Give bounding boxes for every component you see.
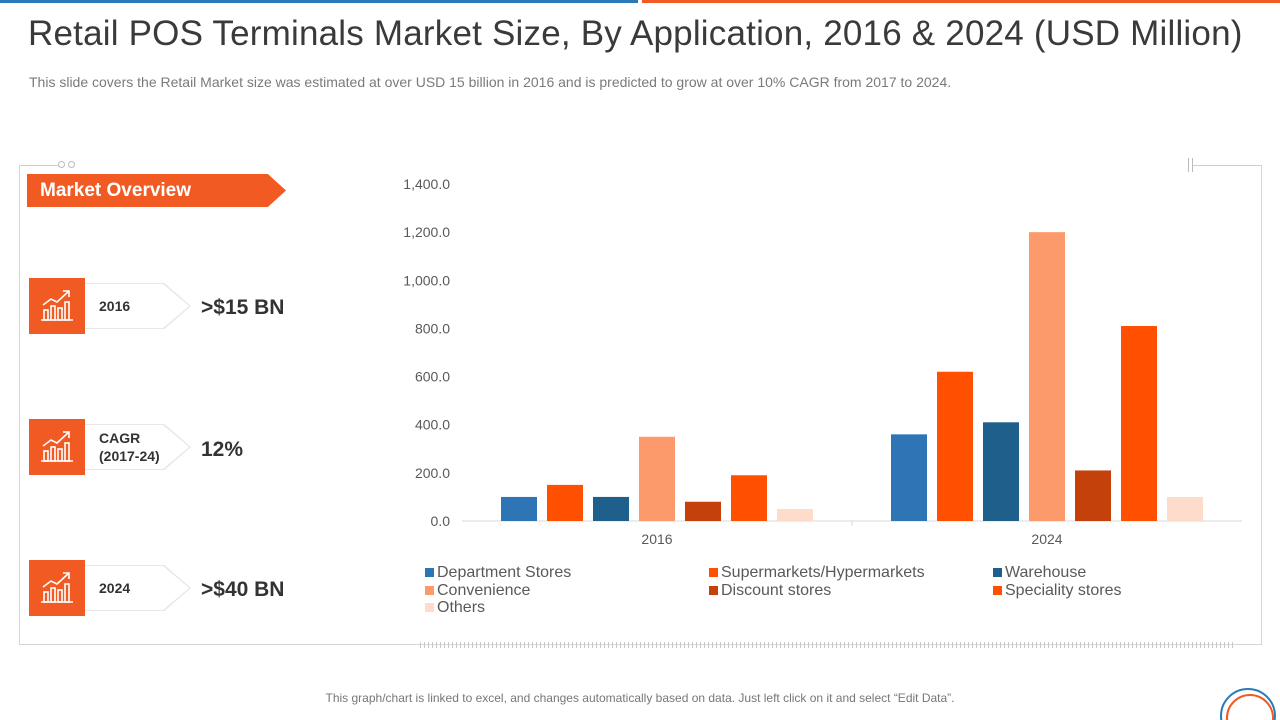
- top-accent-bar-orange: [642, 0, 1280, 3]
- bar-others-2024: [1167, 496, 1203, 521]
- x-tick-label: 2024: [1031, 531, 1062, 547]
- bar-department-stores-2024: [891, 434, 927, 521]
- legend-swatch: [993, 586, 1002, 595]
- bar-department-stores-2016: [501, 496, 537, 521]
- bar-supermarkets-hypermarkets-2024: [937, 371, 973, 521]
- y-tick-label: 1,200.0: [403, 224, 450, 240]
- market-size-bar-chart: 0.0 200.0 400.0 600.0 800.0 1,000.0 1,200.0 1,4…: [403, 176, 1242, 616]
- bar-speciality-stores-2016: [731, 475, 767, 521]
- legend-swatch: [425, 586, 434, 595]
- y-tick-label: 1,000.0: [403, 272, 450, 288]
- slide-title: Retail POS Terminals Market Size, By App…: [28, 14, 1243, 53]
- stat-label-2024: 2024: [99, 580, 131, 596]
- stat-label-cagr: CAGR (2017-24): [99, 429, 160, 465]
- legend-swatch: [425, 568, 434, 577]
- y-tick-label: 0.0: [431, 513, 451, 529]
- bar-supermarkets-hypermarkets-2016: [547, 484, 583, 521]
- legend-label: Department Stores: [437, 564, 571, 581]
- legend-swatch: [425, 603, 434, 612]
- legend-label: Warehouse: [1005, 564, 1086, 581]
- y-tick-label: 1,400.0: [403, 176, 450, 192]
- growth-chart-icon: [29, 278, 85, 334]
- decor-dot: [58, 161, 65, 168]
- bar-warehouse-2016: [593, 496, 629, 521]
- top-accent-bar-blue: [0, 0, 638, 3]
- bar-convenience-2016: [639, 436, 675, 521]
- bar-discount-stores-2024: [1075, 470, 1111, 521]
- x-tick-label: 2016: [641, 531, 672, 547]
- legend-swatch: [709, 568, 718, 577]
- legend-label: Speciality stores: [1005, 582, 1122, 599]
- legend-label: Supermarkets/Hypermarkets: [721, 564, 925, 581]
- legend-swatch: [993, 568, 1002, 577]
- legend-label: Discount stores: [721, 582, 831, 599]
- market-overview-heading: Market Overview: [40, 180, 192, 201]
- decor-tick: [1192, 158, 1193, 172]
- stat-label-2016: 2016: [99, 298, 131, 314]
- stat-tab: [85, 425, 189, 469]
- slide-subtitle: This slide covers the Retail Market size…: [29, 74, 952, 90]
- bar-warehouse-2024: [983, 422, 1019, 521]
- panel-top-edge-left: [19, 165, 63, 166]
- footer-note: This graph/chart is linked to excel, and…: [325, 691, 955, 705]
- y-tick-label: 800.0: [415, 320, 450, 336]
- decor-hatch: [420, 642, 1235, 648]
- stat-tab: [85, 284, 189, 328]
- bar-speciality-stores-2024: [1121, 326, 1157, 521]
- panel-top-edge-right: [1192, 165, 1262, 166]
- y-tick-label: 600.0: [415, 369, 450, 385]
- legend-swatch: [709, 586, 718, 595]
- y-tick-label: 400.0: [415, 417, 450, 433]
- decor-tick: [1188, 158, 1189, 172]
- stat-value-cagr: 12%: [201, 438, 244, 461]
- market-overview-banner: [27, 174, 286, 207]
- bar-others-2016: [777, 508, 813, 521]
- growth-chart-icon: [29, 419, 85, 475]
- bar-discount-stores-2016: [685, 501, 721, 521]
- legend-label: Convenience: [437, 582, 531, 599]
- stat-label-cagr-line1: CAGR: [99, 430, 141, 446]
- stat-label-cagr-line2: (2017-24): [99, 448, 160, 464]
- stat-value-2016: >$15 BN: [201, 296, 285, 319]
- growth-chart-icon: [29, 560, 85, 616]
- stat-value-2024: >$40 BN: [201, 578, 285, 601]
- y-tick-label: 200.0: [415, 465, 450, 481]
- legend-label: Others: [437, 599, 485, 616]
- decor-dot: [68, 161, 75, 168]
- bar-convenience-2024: [1029, 232, 1065, 521]
